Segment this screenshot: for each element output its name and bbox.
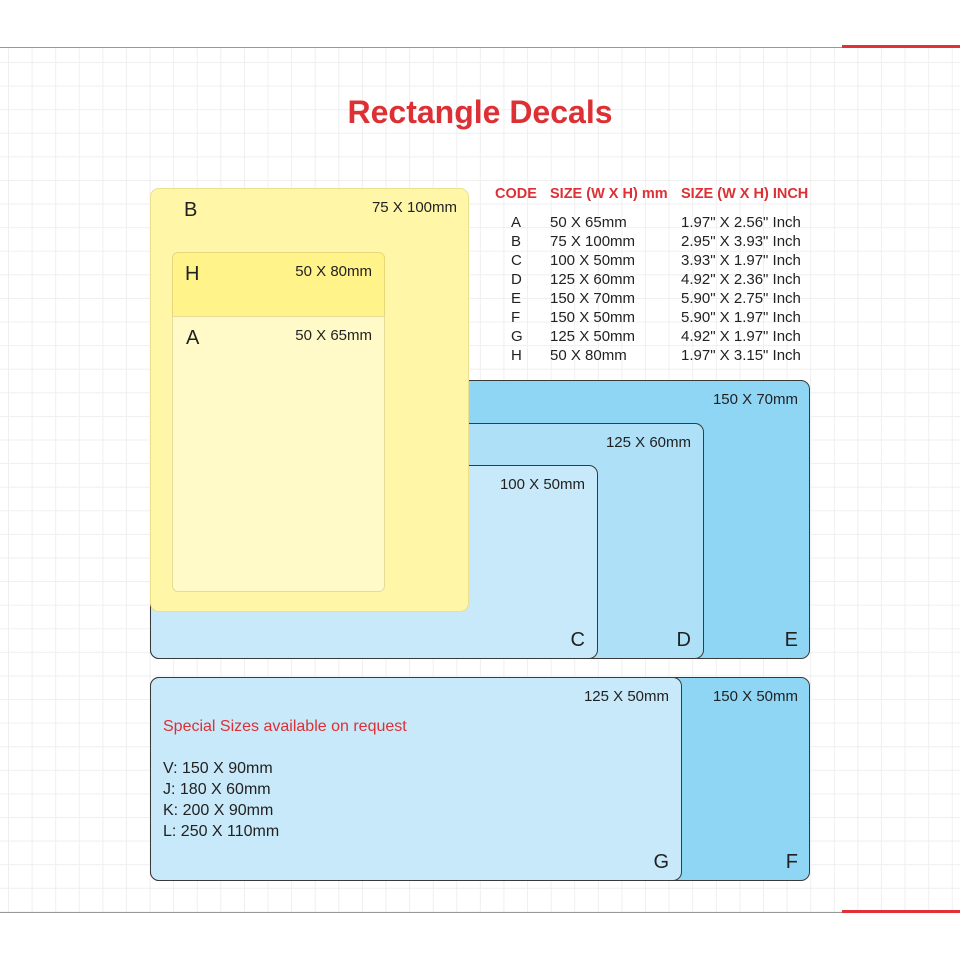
top-divider (0, 47, 960, 48)
table-cell-code: E (511, 290, 522, 307)
table-cell-inch: 4.92" X 2.36" Inch (681, 271, 801, 288)
bottom-accent-line (842, 910, 960, 913)
table-cell-mm: 50 X 80mm (550, 347, 627, 364)
table-header-inch: SIZE (W X H) INCH (681, 186, 809, 202)
decal-size: 125 X 60mm (605, 434, 691, 451)
decal-code: B (184, 199, 198, 221)
table-cell-inch: 1.97" X 2.56" Inch (681, 214, 801, 231)
decal-g: 125 X 50mm G (150, 677, 682, 881)
table-cell-mm: 50 X 65mm (550, 214, 627, 231)
decal-code: E (784, 629, 798, 651)
decal-size: 150 X 70mm (712, 391, 798, 408)
decal-size: 50 X 65mm (295, 327, 372, 344)
decal-size: 100 X 50mm (499, 476, 585, 493)
table-cell-mm: 75 X 100mm (550, 233, 636, 250)
special-size-item: V: 150 X 90mm (163, 760, 273, 777)
decal-size: 50 X 80mm (295, 263, 372, 280)
table-cell-inch: 3.93" X 1.97" Inch (681, 252, 801, 269)
page-title: Rectangle Decals (347, 94, 613, 130)
decal-a: A 50 X 65mm (172, 316, 385, 592)
table-cell-code: B (511, 233, 522, 250)
table-cell-inch: 4.92" X 1.97" Inch (681, 328, 801, 345)
decal-code: C (570, 629, 585, 651)
decal-code: F (785, 851, 798, 873)
table-header-mm: SIZE (W X H) mm (550, 186, 668, 202)
table-cell-inch: 5.90" X 2.75" Inch (681, 290, 801, 307)
table-header-code: CODE (495, 186, 537, 202)
special-sizes-heading: Special Sizes available on request (163, 718, 407, 735)
table-cell-code: C (511, 252, 522, 269)
table-cell-mm: 125 X 50mm (550, 328, 636, 345)
decal-code: H (185, 263, 200, 285)
table-cell-code: G (511, 328, 523, 345)
table-cell-code: F (511, 309, 521, 326)
special-size-item: K: 200 X 90mm (163, 802, 274, 819)
decal-code: A (186, 327, 200, 349)
decal-size: 125 X 50mm (583, 688, 669, 705)
decal-code: G (653, 851, 669, 873)
table-cell-inch: 5.90" X 1.97" Inch (681, 309, 801, 326)
table-cell-code: A (511, 214, 522, 231)
decal-code: D (676, 629, 691, 651)
table-cell-mm: 125 X 60mm (550, 271, 636, 288)
decal-size: 75 X 100mm (371, 199, 457, 216)
table-cell-inch: 1.97" X 3.15" Inch (681, 347, 801, 364)
table-cell-code: D (511, 271, 522, 288)
table-cell-mm: 150 X 50mm (550, 309, 636, 326)
special-size-item: L: 250 X 110mm (163, 823, 280, 840)
table-cell-code: H (511, 347, 522, 364)
top-accent-line (842, 45, 960, 48)
table-cell-inch: 2.95" X 3.93" Inch (681, 233, 801, 250)
decal-h: H 50 X 80mm (172, 252, 385, 318)
decal-size: 150 X 50mm (712, 688, 798, 705)
table-cell-mm: 150 X 70mm (550, 290, 636, 307)
special-size-item: J: 180 X 60mm (163, 781, 271, 798)
bottom-divider (0, 912, 960, 913)
table-cell-mm: 100 X 50mm (550, 252, 636, 269)
